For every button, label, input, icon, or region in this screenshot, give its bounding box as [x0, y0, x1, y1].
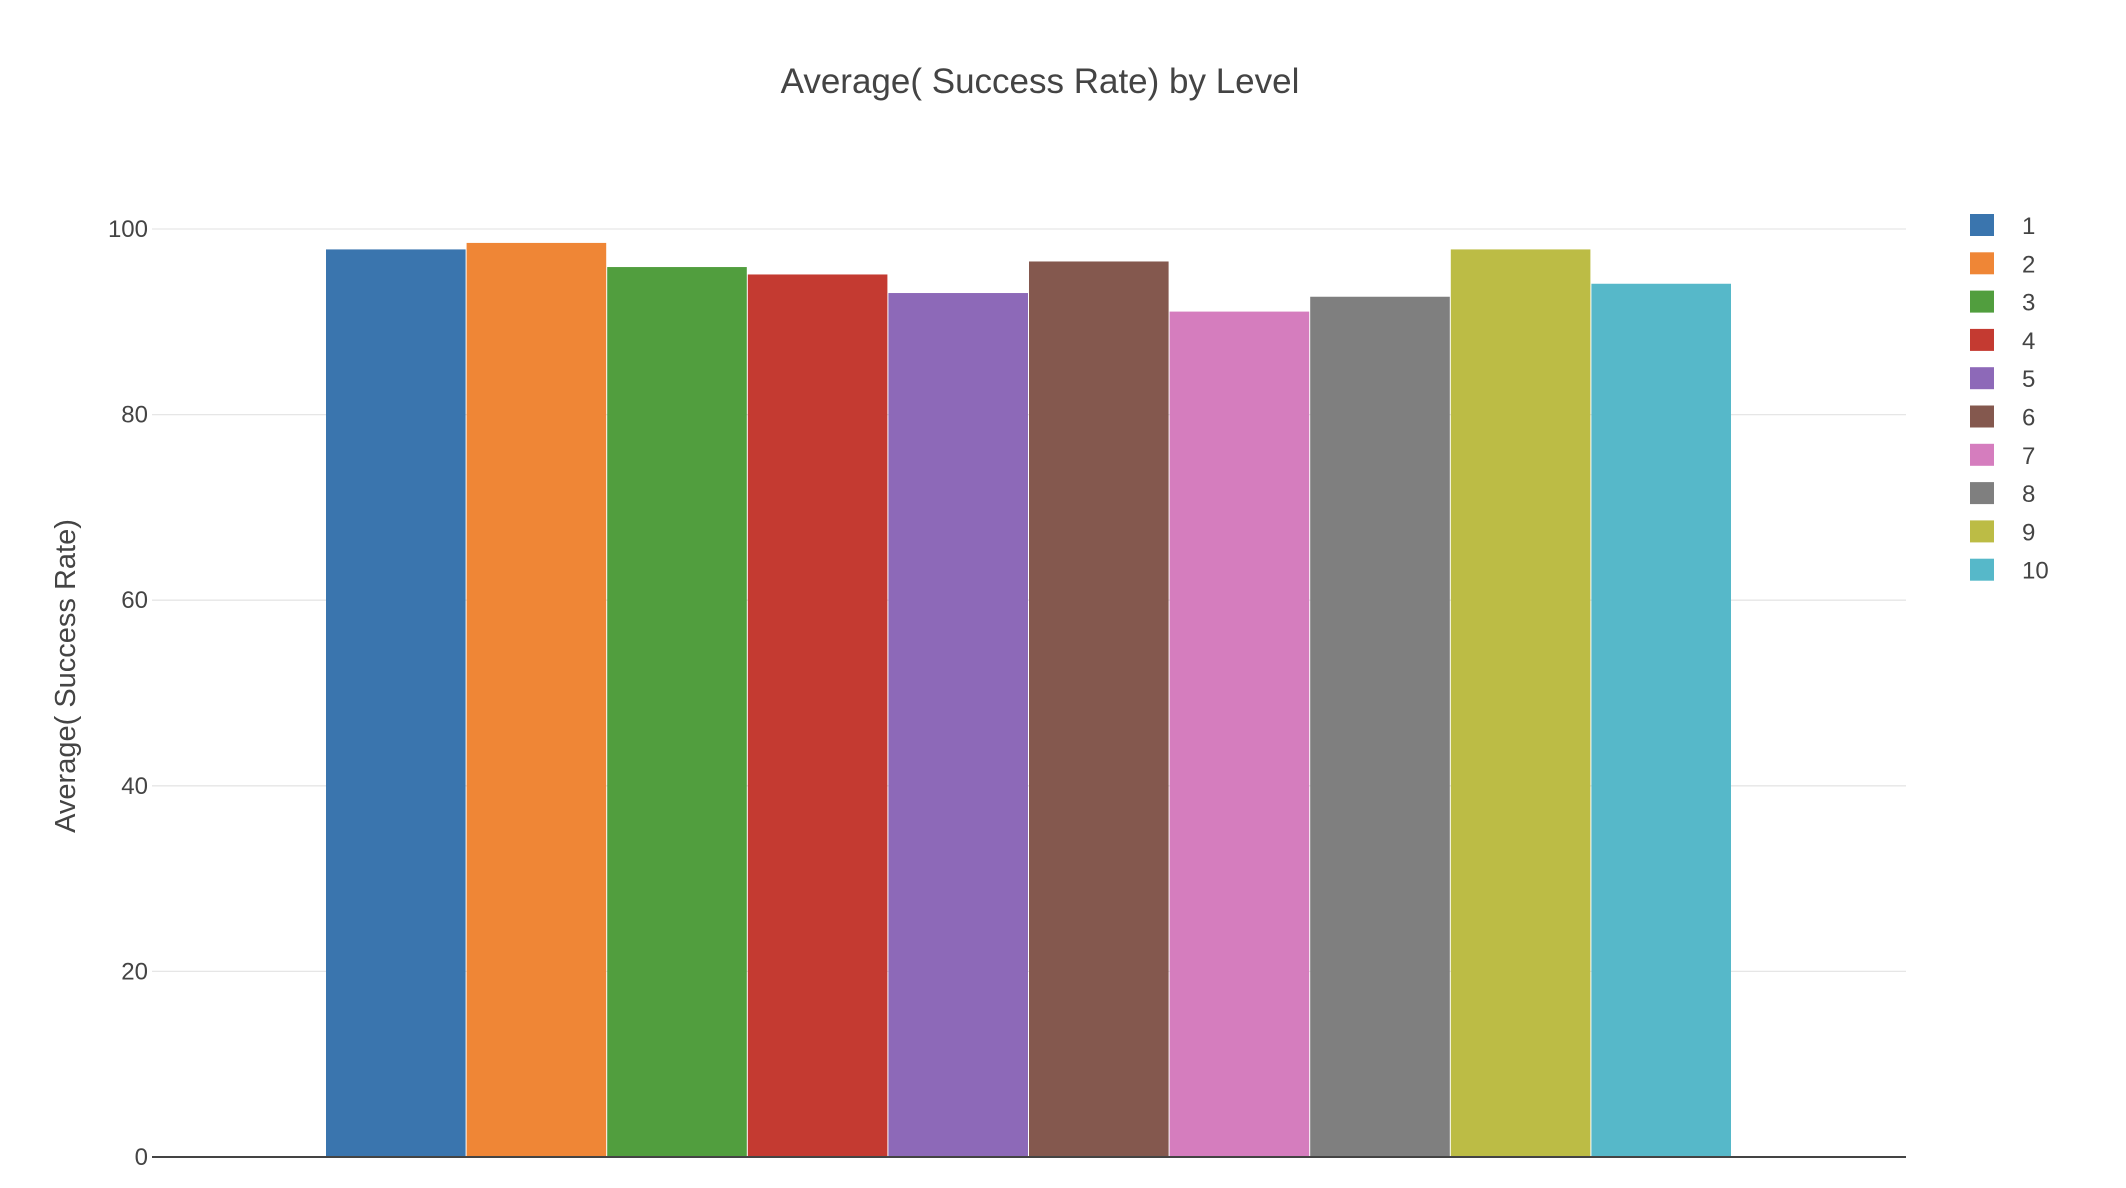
bar-level-9[interactable]	[1450, 249, 1591, 1157]
legend-item-7[interactable]: 7	[1970, 443, 2035, 470]
legend-item-4[interactable]: 4	[1970, 328, 2035, 355]
bar-level-1[interactable]	[326, 249, 466, 1157]
y-tick-label: 40	[121, 773, 148, 800]
y-tick-label: 100	[108, 216, 148, 243]
legend-label: 4	[2022, 328, 2035, 355]
y-axis-ticks: 0 20 40 60 80 100	[108, 216, 148, 1171]
legend-label: 9	[2022, 519, 2035, 546]
legend-label: 8	[2022, 481, 2035, 508]
bar-level-3[interactable]	[607, 267, 747, 1158]
y-axis-title: Average( Success Rate)	[50, 519, 82, 833]
y-tick-label: 20	[121, 958, 148, 985]
legend-label: 2	[2022, 251, 2035, 278]
legend-item-9[interactable]: 9	[1970, 519, 2035, 546]
legend-item-10[interactable]: 10	[1970, 558, 2049, 585]
bar-level-4[interactable]	[747, 274, 888, 1157]
y-tick-label: 60	[121, 587, 148, 614]
legend-swatch	[1970, 367, 1994, 390]
bar-level-2[interactable]	[466, 242, 607, 1158]
legend-swatch	[1970, 520, 1994, 543]
legend-item-6[interactable]: 6	[1970, 405, 2035, 432]
legend-swatch	[1970, 328, 1994, 351]
legend-item-1[interactable]: 1	[1970, 213, 2035, 240]
legend: 1 2 3 4 5 6 7 8 9 10	[1970, 213, 2049, 585]
legend-item-5[interactable]: 5	[1970, 366, 2035, 393]
legend-swatch	[1970, 558, 1994, 581]
chart-title: Average( Success Rate) by Level	[781, 62, 1300, 101]
bars	[326, 242, 1731, 1158]
y-tick-label: 80	[121, 402, 148, 429]
legend-label: 3	[2022, 290, 2035, 317]
legend-item-2[interactable]: 2	[1970, 251, 2035, 278]
bar-level-10[interactable]	[1591, 283, 1731, 1157]
legend-item-3[interactable]: 3	[1970, 290, 2035, 317]
legend-swatch	[1970, 443, 1994, 466]
y-tick-label: 0	[135, 1144, 148, 1171]
bar-level-7[interactable]	[1169, 311, 1310, 1157]
legend-label: 6	[2022, 405, 2035, 432]
legend-item-8[interactable]: 8	[1970, 481, 2035, 508]
legend-swatch	[1970, 290, 1994, 313]
legend-swatch	[1970, 405, 1994, 428]
legend-swatch	[1970, 214, 1994, 236]
legend-swatch	[1970, 252, 1994, 275]
legend-label: 7	[2022, 443, 2035, 470]
legend-label: 1	[2022, 213, 2035, 240]
bar-level-6[interactable]	[1029, 261, 1169, 1158]
legend-label: 5	[2022, 366, 2035, 393]
bar-level-8[interactable]	[1310, 296, 1450, 1157]
legend-label: 10	[2022, 558, 2049, 585]
bar-level-5[interactable]	[888, 293, 1028, 1158]
legend-swatch	[1970, 482, 1994, 505]
